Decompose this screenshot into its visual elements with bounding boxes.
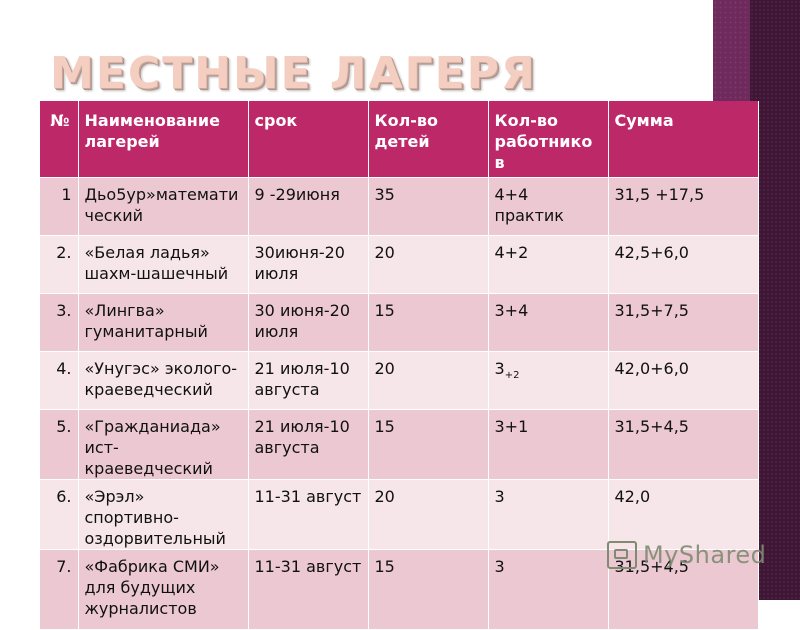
cell-period: 30 июня-20 июля <box>248 293 369 352</box>
cell-number: 4. <box>40 351 79 410</box>
header-sum: Сумма <box>608 101 759 178</box>
cell-period: 21 июля-10 августа <box>248 409 369 480</box>
table-header-row: № Наименование лагерей срок Кол-во детей… <box>40 101 759 178</box>
camps-table: № Наименование лагерей срок Кол-во детей… <box>40 101 759 630</box>
cell-number: 2. <box>40 235 79 294</box>
cell-sum: 31,5 +17,5 <box>608 177 759 236</box>
cell-number: 3. <box>40 293 79 352</box>
table-row: 4. «Унугэс» эколого-краеведческий 21 июл… <box>40 351 759 410</box>
table-row: 5. «Гражданиада» ист-краеведческий 21 ию… <box>40 409 759 480</box>
cell-period: 9 -29июня <box>248 177 369 236</box>
cell-staff-subscript: +2 <box>504 370 520 382</box>
cell-sum: 42,0 <box>608 479 759 550</box>
header-staff-count: Кол-во работнико в <box>488 101 609 178</box>
cell-children: 35 <box>368 177 489 236</box>
cell-staff-value: 3 <box>494 359 505 378</box>
cell-period: 21 июля-10 августа <box>248 351 369 410</box>
cell-children: 15 <box>368 293 489 352</box>
cell-camp-name: «Унугэс» эколого-краеведческий <box>78 351 249 410</box>
cell-number: 6. <box>40 479 79 550</box>
table-row: 2. «Белая ладья» шахм-шашечный 30июня-20… <box>40 235 759 294</box>
cell-staff: 3+4 <box>488 293 609 352</box>
watermark-logo: MyShared <box>607 537 767 573</box>
cell-staff: 3 <box>488 549 609 630</box>
cell-staff: 3+1 <box>488 409 609 480</box>
cell-sum: 42,5+6,0 <box>608 235 759 294</box>
watermark-text: MyShared <box>643 541 767 569</box>
cell-camp-name: «Эрэл» спортивно-оздорвительный <box>78 479 249 550</box>
cell-children: 15 <box>368 409 489 480</box>
cell-staff: 3 <box>488 479 609 550</box>
header-children-count: Кол-во детей <box>368 101 489 178</box>
decorative-side-bar-dark <box>750 0 800 600</box>
cell-sum: 31,5+7,5 <box>608 293 759 352</box>
cell-period: 11-31 август <box>248 549 369 630</box>
header-number: № <box>40 101 79 178</box>
header-camp-name: Наименование лагерей <box>78 101 249 178</box>
cell-children: 20 <box>368 235 489 294</box>
cell-children: 20 <box>368 351 489 410</box>
cell-number: 1 <box>40 177 79 236</box>
table-row: 6. «Эрэл» спортивно-оздорвительный 11-31… <box>40 479 759 550</box>
slide-title: МЕСТНЫЕ ЛАГЕРЯ <box>50 48 537 99</box>
cell-staff: 3+2 <box>488 351 609 410</box>
cell-camp-name: «Фабрика СМИ» для будущих журналистов <box>78 549 249 630</box>
cell-sum: 42,0+6,0 <box>608 351 759 410</box>
cell-staff: 4+2 <box>488 235 609 294</box>
cell-sum: 31,5+4,5 <box>608 409 759 480</box>
cell-camp-name: «Белая ладья» шахм-шашечный <box>78 235 249 294</box>
cell-camp-name: «Лингва» гуманитарный <box>78 293 249 352</box>
cell-number: 5. <box>40 409 79 480</box>
cell-children: 15 <box>368 549 489 630</box>
monitor-icon <box>607 541 637 569</box>
cell-period: 11-31 август <box>248 479 369 550</box>
cell-staff: 4+4 практик <box>488 177 609 236</box>
table-row: 3. «Лингва» гуманитарный 30 июня-20 июля… <box>40 293 759 352</box>
header-period: срок <box>248 101 369 178</box>
cell-camp-name: «Гражданиада» ист-краеведческий <box>78 409 249 480</box>
cell-number: 7. <box>40 549 79 630</box>
cell-period: 30июня-20 июля <box>248 235 369 294</box>
cell-children: 20 <box>368 479 489 550</box>
cell-camp-name: Дьо5ур»математи ческий <box>78 177 249 236</box>
table-row: 1 Дьо5ур»математи ческий 9 -29июня 35 4+… <box>40 177 759 236</box>
